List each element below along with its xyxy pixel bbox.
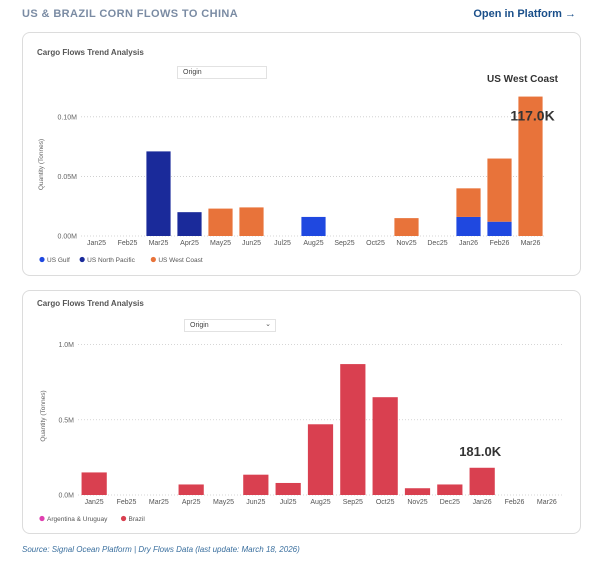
origin-filter-label: Origin — [190, 322, 209, 329]
brazil-flows-chart: 0.0M 0.5M 1.0M Quantity (Tonnes) Jan25 Feb25 M… — [39, 342, 563, 523]
bar — [208, 208, 233, 236]
x-tick-label: Mar25 — [149, 240, 169, 247]
x-tick-label: Mar25 — [149, 499, 169, 506]
chevron-down-icon: ⌄ — [265, 321, 271, 328]
x-tick-label: Jan26 — [473, 499, 492, 506]
bar — [243, 474, 269, 495]
bar — [487, 221, 512, 236]
bar — [437, 484, 463, 495]
x-tick-label: Dec25 — [427, 240, 447, 247]
x-tick-label: Aug25 — [303, 240, 323, 247]
legend-entry: US Gulf — [47, 257, 70, 264]
x-tick-label: Sep25 — [343, 499, 363, 506]
x-tick-label: Sep25 — [334, 240, 354, 247]
y-tick-label: 0.10M — [58, 114, 78, 121]
origin-filter-label: Origin — [183, 69, 202, 76]
x-tick-label: Jun25 — [242, 240, 261, 247]
y-tick-label: 0.5M — [58, 417, 74, 424]
source-note: Source: Signal Ocean Platform | Dry Flow… — [22, 545, 300, 554]
y-tick-label: 0.00M — [58, 234, 78, 241]
bar — [81, 472, 107, 495]
legend-entry: US North Pacific — [87, 257, 135, 264]
y-tick-label: 1.0M — [58, 342, 74, 349]
x-tick-label: Mar26 — [537, 499, 557, 506]
chart-title: Cargo Flows Trend Analysis — [37, 48, 144, 57]
x-tick-label: Jan25 — [85, 499, 104, 506]
y-axis-label: Quantity (Tonnes) — [38, 139, 45, 190]
legend-marker — [39, 256, 45, 263]
value-annotation: 181.0K — [459, 444, 502, 459]
bar — [372, 397, 398, 495]
bar — [518, 96, 543, 236]
legend-entry: Brazil — [129, 516, 146, 523]
x-tick-label: Feb26 — [505, 499, 525, 506]
x-tick-label: May25 — [213, 499, 234, 506]
x-tick-label: Oct25 — [366, 240, 385, 247]
bar — [177, 212, 202, 236]
legend-entry: US West Coast — [158, 257, 203, 264]
x-tick-label: Nov25 — [396, 240, 416, 247]
origin-filter-select[interactable]: Origin ⌄ — [184, 319, 276, 332]
x-tick-label: Dec25 — [440, 499, 460, 506]
us-flows-card: Cargo Flows Trend Analysis Origin 0.00M 0… — [22, 32, 581, 276]
legend-marker — [39, 515, 45, 522]
bar — [146, 151, 171, 236]
bar — [394, 218, 419, 236]
x-tick-label: Jul25 — [280, 499, 297, 506]
bar — [239, 207, 264, 236]
y-tick-label: 0.0M — [58, 493, 74, 500]
bar — [340, 364, 366, 495]
bar — [178, 484, 204, 495]
x-tick-label: Apr25 — [180, 240, 199, 247]
bar — [456, 216, 481, 236]
bar — [469, 467, 495, 495]
brazil-flows-card: Cargo Flows Trend Analysis Origin ⌄ 0.0M… — [22, 290, 581, 534]
x-tick-label: Nov25 — [407, 499, 427, 506]
open-in-platform-link[interactable]: Open in Platform → — [473, 8, 576, 20]
bar — [487, 158, 512, 222]
value-annotation: 117.0K — [510, 108, 554, 124]
legend-entry: Argentina & Uruguay — [47, 516, 108, 523]
legend-marker — [150, 256, 156, 263]
legend-marker — [120, 515, 127, 522]
x-tick-label: Feb25 — [117, 499, 137, 506]
y-tick-label: 0.05M — [58, 174, 78, 181]
origin-filter-select[interactable]: Origin — [177, 66, 267, 79]
bar — [275, 482, 301, 495]
x-tick-label: Aug25 — [310, 499, 330, 506]
x-tick-label: Apr25 — [182, 499, 201, 506]
x-tick-label: Jul25 — [274, 240, 291, 247]
bar — [301, 216, 326, 236]
x-tick-label: Feb26 — [490, 240, 510, 247]
chart-title: Cargo Flows Trend Analysis — [37, 299, 144, 308]
x-tick-label: Oct25 — [376, 499, 395, 506]
x-tick-label: Feb25 — [118, 240, 138, 247]
page-title: US & BRAZIL CORN FLOWS TO CHINA — [22, 8, 239, 20]
x-tick-label: Jun25 — [246, 499, 265, 506]
x-tick-label: Jan26 — [459, 240, 478, 247]
legend-marker — [79, 256, 85, 263]
bar — [456, 188, 481, 217]
x-tick-label: May25 — [210, 240, 231, 247]
y-axis-label: Quantity (Tonnes) — [40, 390, 47, 441]
x-tick-label: Jan25 — [87, 240, 106, 247]
bar — [404, 488, 431, 495]
us-flows-chart: 0.00M 0.05M 0.10M Quantity (Tonnes) Jan25 Feb… — [38, 74, 559, 264]
bar — [307, 424, 334, 495]
series-annotation: US West Coast — [487, 74, 559, 85]
x-tick-label: Mar26 — [521, 240, 541, 247]
